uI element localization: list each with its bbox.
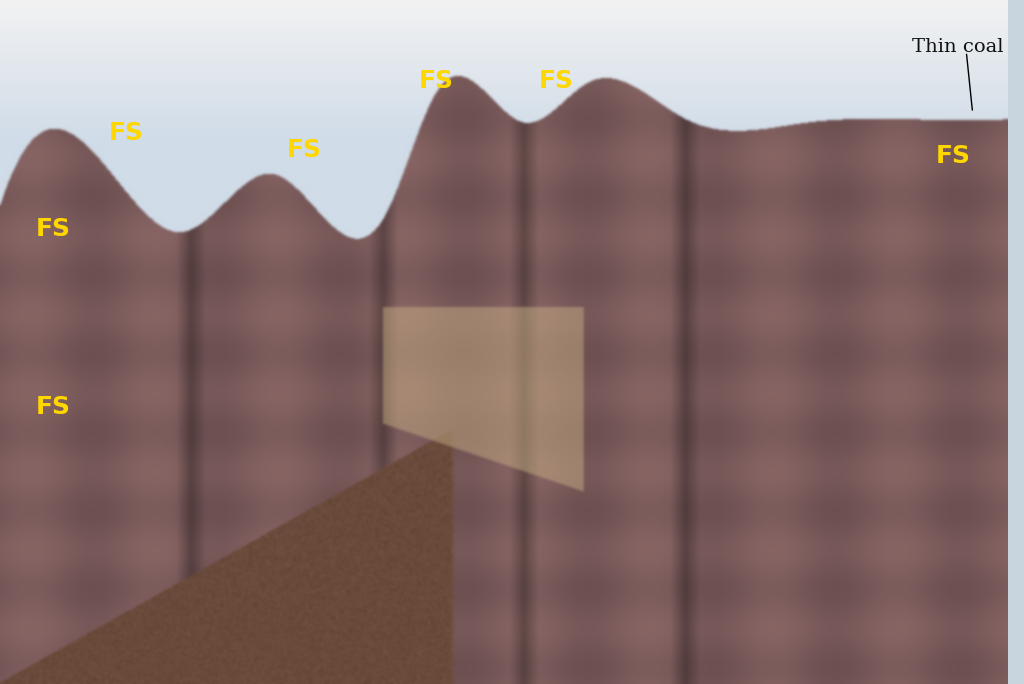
Text: FS: FS [288,138,323,163]
Text: FS: FS [418,68,454,93]
Text: FS: FS [35,395,71,419]
Text: FS: FS [540,68,574,93]
Text: Thin coal: Thin coal [912,38,1004,55]
Text: FS: FS [935,144,971,168]
Text: FS: FS [109,121,143,146]
Text: FS: FS [35,217,71,241]
